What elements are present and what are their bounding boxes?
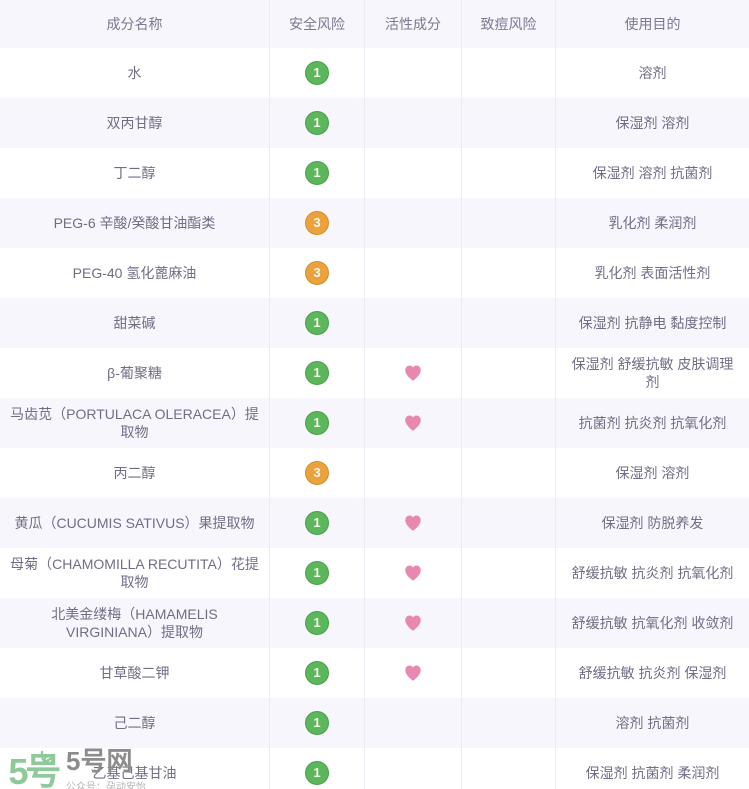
svg-text:5号: 5号 [8,751,60,789]
